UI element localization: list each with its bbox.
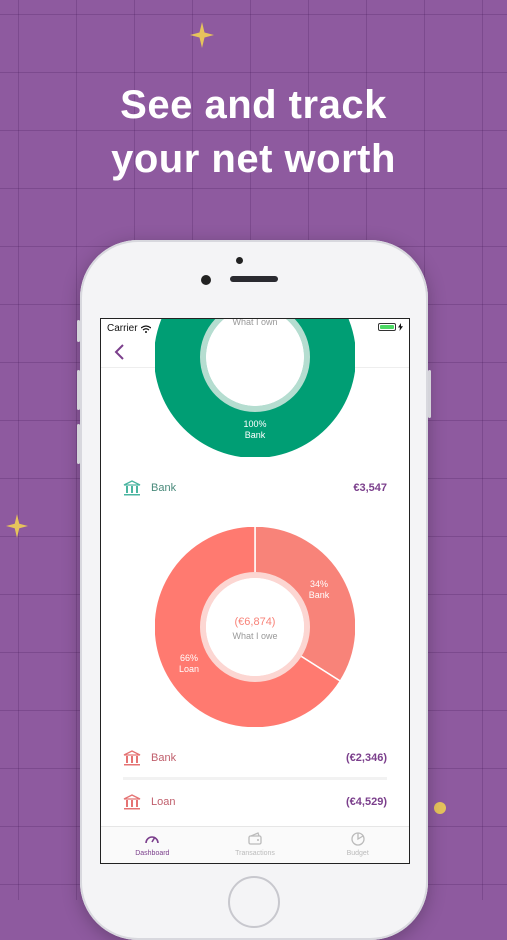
- headline: See and track your net worth: [0, 78, 507, 186]
- owns-row-bank-amount: €3,547: [353, 482, 387, 494]
- owes-slice-bank-name: Bank: [299, 590, 339, 601]
- owes-center-value: (€6,874): [235, 616, 276, 628]
- owes-row-loan-amount: (€4,529): [346, 796, 387, 808]
- owns-row-bank-name: Bank: [151, 482, 353, 494]
- owns-slice-label: 100% Bank: [221, 419, 289, 441]
- tab-budget[interactable]: Budget: [306, 827, 409, 863]
- home-button[interactable]: [228, 876, 280, 928]
- volume-up-button: [77, 370, 80, 410]
- owes-center-label: What I owe: [232, 631, 277, 641]
- bank-icon: [123, 794, 141, 810]
- sensor-dot: [236, 257, 243, 264]
- owes-row-bank[interactable]: Bank (€2,346): [123, 747, 387, 769]
- bank-icon: [123, 750, 141, 766]
- gauge-icon: [144, 831, 160, 847]
- app-screen: Carrier 2:05 PM Net Worth What I own 100…: [100, 318, 410, 864]
- headline-line-1: See and track: [0, 78, 507, 132]
- sparkle-icon: [190, 22, 214, 48]
- tab-transactions[interactable]: Transactions: [204, 827, 307, 863]
- power-button: [428, 370, 431, 418]
- tab-bar: Dashboard Transactions Budget: [101, 826, 409, 863]
- tab-dashboard-label: Dashboard: [135, 850, 169, 857]
- earpiece-speaker: [230, 276, 278, 282]
- owns-slice-name: Bank: [221, 430, 289, 441]
- wallet-icon: [247, 831, 263, 847]
- owes-slice-label-loan: 66% Loan: [169, 653, 209, 675]
- pie-icon: [350, 831, 366, 847]
- sparkle-icon: [6, 514, 28, 538]
- owes-slice-bank-percent: 34%: [299, 579, 339, 590]
- tab-transactions-label: Transactions: [235, 850, 275, 857]
- owes-slice-loan-name: Loan: [169, 664, 209, 675]
- headline-line-2: your net worth: [0, 132, 507, 186]
- owes-row-bank-name: Bank: [151, 752, 346, 764]
- mute-switch: [77, 320, 80, 342]
- owns-center-label: What I own: [232, 318, 277, 327]
- row-divider: [123, 777, 387, 780]
- owes-row-loan[interactable]: Loan (€4,529): [123, 791, 387, 813]
- bank-icon: [123, 480, 141, 496]
- owes-row-bank-amount: (€2,346): [346, 752, 387, 764]
- front-camera: [201, 275, 211, 285]
- owes-slice-loan-percent: 66%: [169, 653, 209, 664]
- volume-down-button: [77, 424, 80, 464]
- owes-donut-chart: (€6,874) What I owe: [155, 527, 355, 727]
- tab-budget-label: Budget: [347, 850, 369, 857]
- owes-row-loan-name: Loan: [151, 796, 346, 808]
- tab-dashboard[interactable]: Dashboard: [101, 827, 204, 863]
- owns-row-bank[interactable]: Bank €3,547: [123, 477, 387, 499]
- battery-icon: [378, 323, 403, 331]
- sparkle-dot-icon: [432, 800, 448, 816]
- owns-slice-percent: 100%: [221, 419, 289, 430]
- owes-slice-label-bank: 34% Bank: [299, 579, 339, 601]
